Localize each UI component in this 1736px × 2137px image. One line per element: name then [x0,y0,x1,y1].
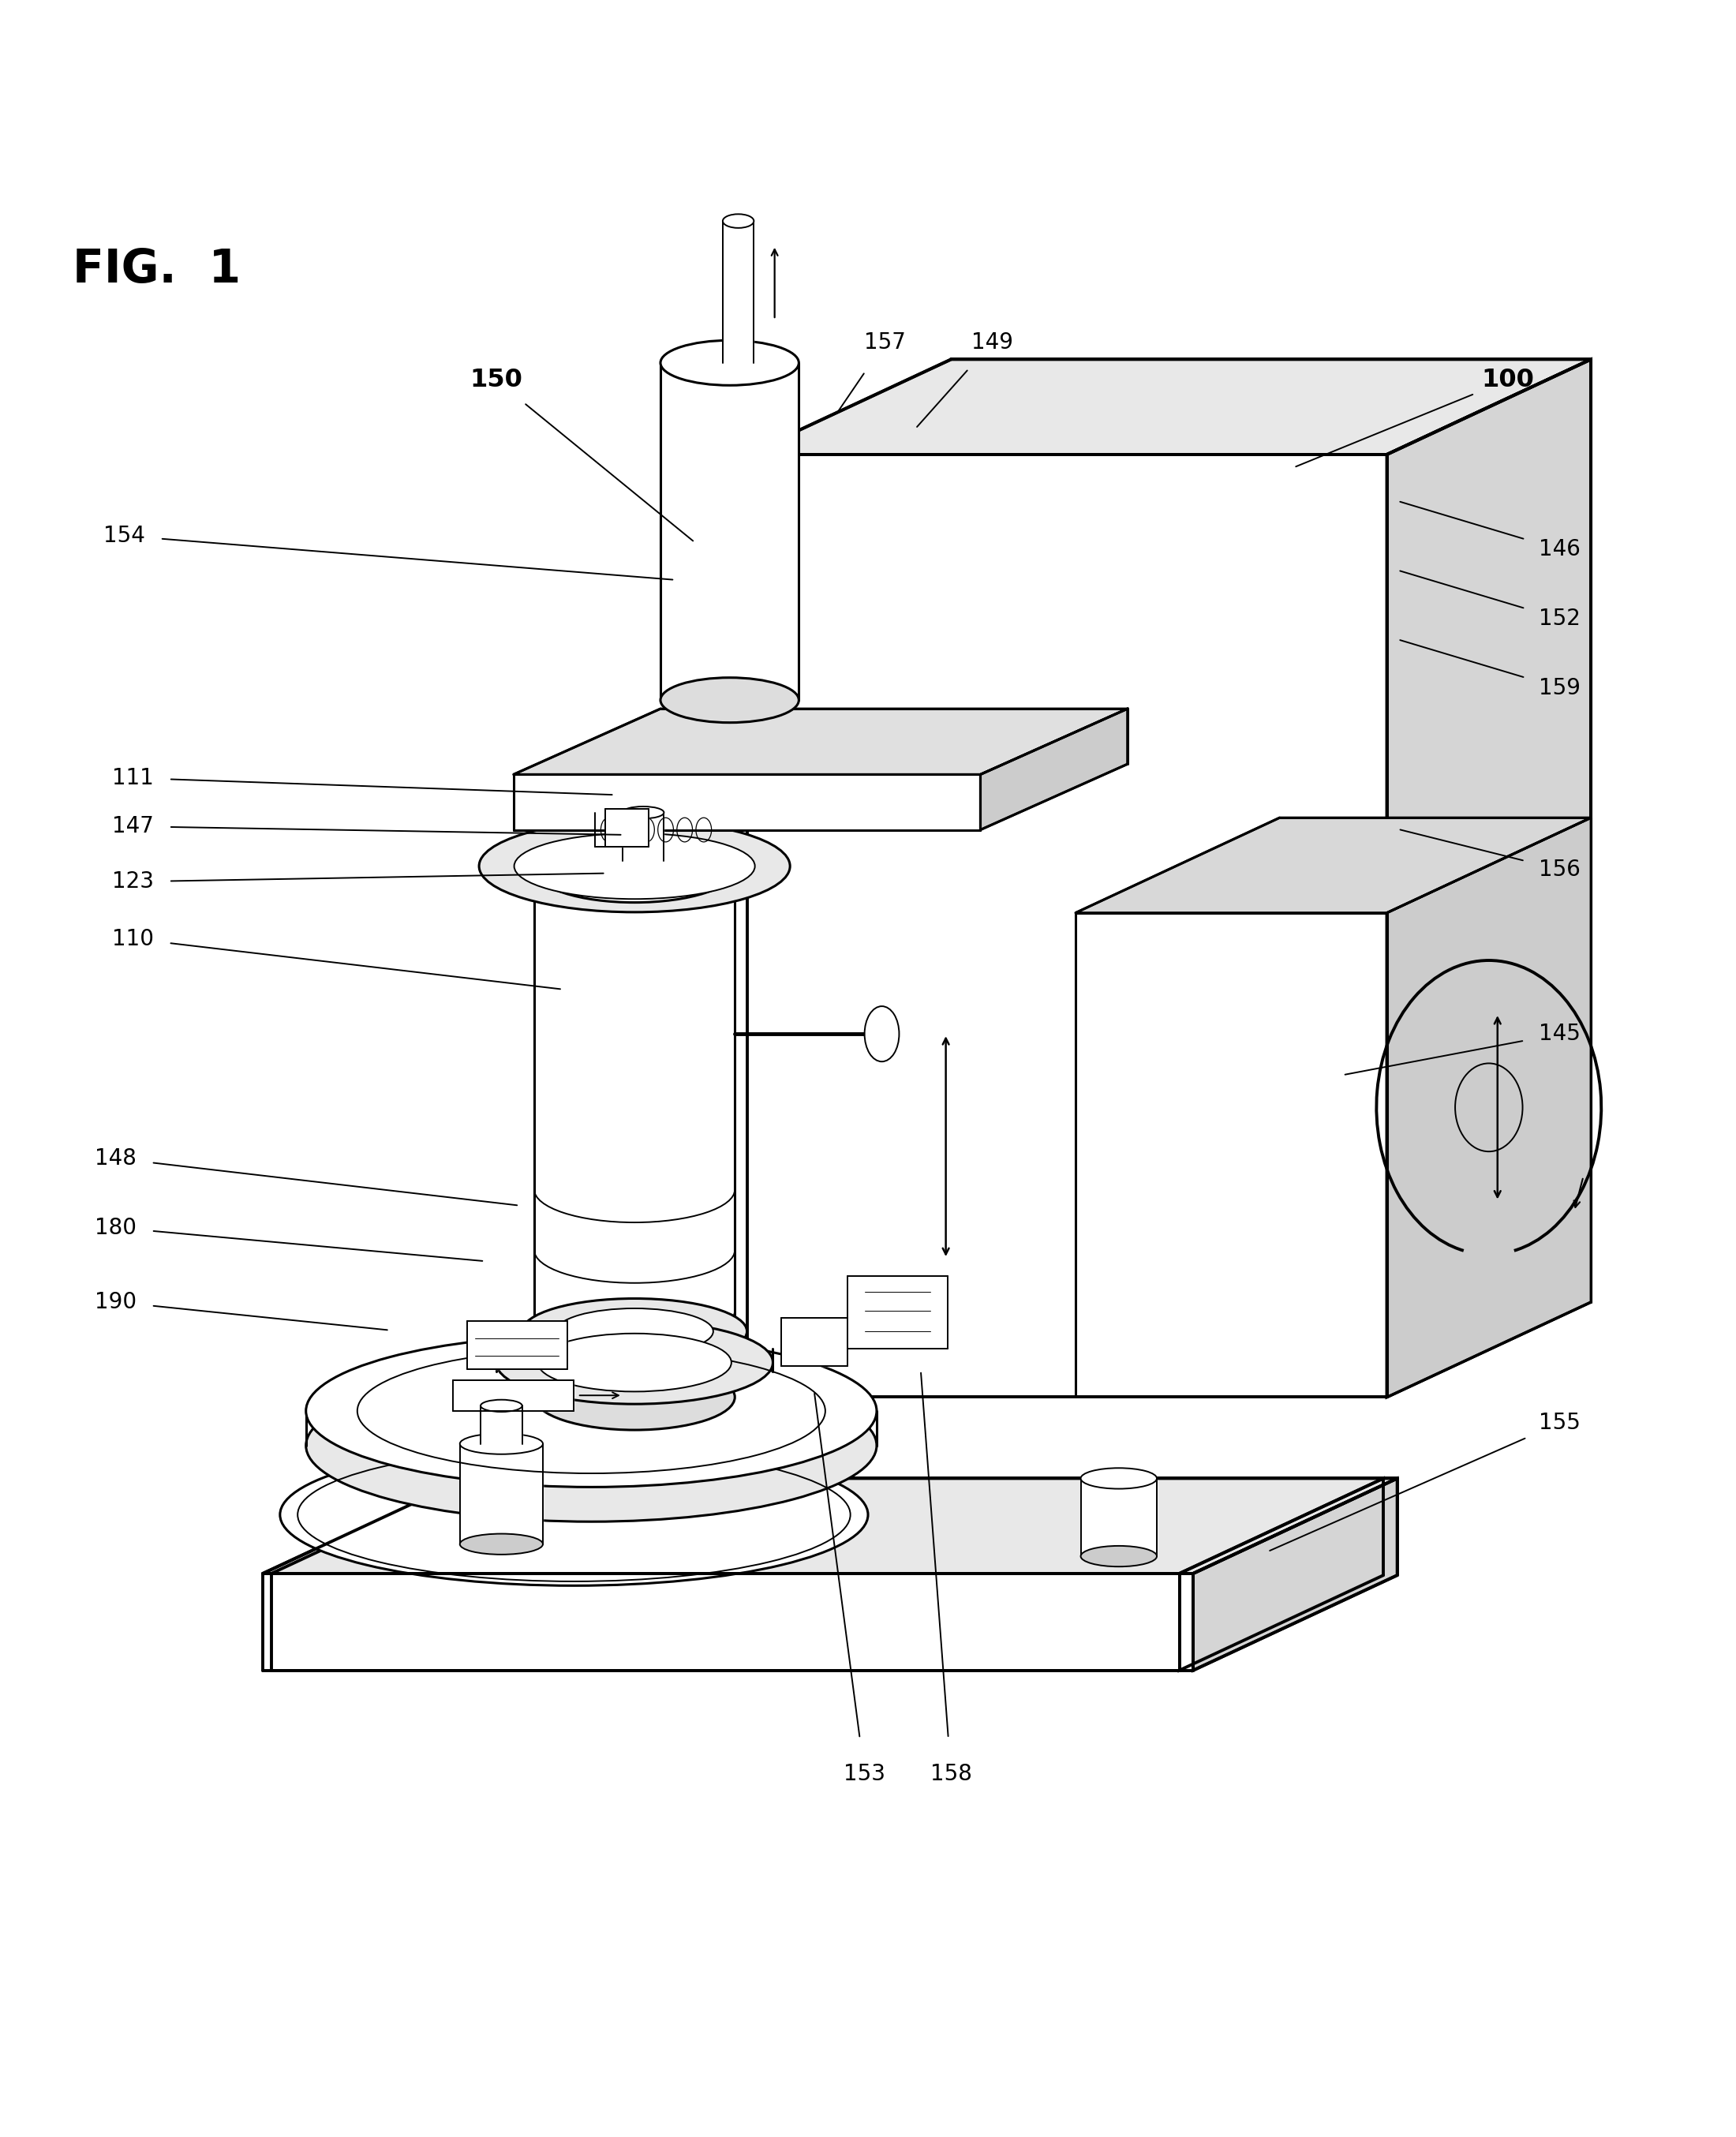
Polygon shape [262,1479,1397,1573]
Ellipse shape [496,1321,773,1404]
Text: 111: 111 [113,767,155,789]
Text: FIG.  1: FIG. 1 [73,248,241,293]
Polygon shape [847,1276,948,1348]
Ellipse shape [660,340,799,385]
Ellipse shape [535,1363,734,1430]
Text: 145: 145 [1538,1024,1581,1045]
Polygon shape [746,359,1590,455]
Ellipse shape [865,1007,899,1062]
Polygon shape [746,455,1387,1398]
Text: 159: 159 [1538,677,1581,699]
Ellipse shape [623,806,663,818]
Polygon shape [453,1381,575,1410]
Polygon shape [514,774,981,829]
Polygon shape [262,1573,1193,1671]
Ellipse shape [481,1400,523,1413]
Ellipse shape [496,1329,773,1413]
Ellipse shape [514,833,755,900]
Ellipse shape [538,1333,731,1391]
Text: 180: 180 [95,1216,137,1239]
Ellipse shape [660,677,799,722]
Ellipse shape [1082,1468,1156,1489]
Text: 152: 152 [1538,607,1581,630]
Polygon shape [481,1406,523,1445]
Polygon shape [1387,818,1590,1398]
Polygon shape [660,363,799,701]
Text: 190: 190 [95,1291,137,1312]
Ellipse shape [523,1299,746,1363]
Text: 100: 100 [1481,368,1535,393]
Polygon shape [781,1319,847,1366]
Ellipse shape [306,1336,877,1487]
Text: 158: 158 [930,1763,972,1784]
Ellipse shape [722,214,753,229]
Ellipse shape [535,838,734,902]
Text: 156: 156 [1538,859,1581,880]
Ellipse shape [279,1445,868,1586]
Polygon shape [460,1445,543,1545]
Ellipse shape [460,1434,543,1453]
Polygon shape [606,810,648,846]
Polygon shape [271,1479,1384,1573]
Polygon shape [981,709,1127,829]
Text: 154: 154 [104,526,146,547]
Polygon shape [1387,359,1590,1398]
Text: 157: 157 [865,331,906,353]
Polygon shape [271,1573,1179,1671]
Ellipse shape [479,821,790,912]
Text: 146: 146 [1538,539,1581,560]
Polygon shape [514,709,1127,774]
Ellipse shape [460,1534,543,1554]
Text: 147: 147 [113,816,155,838]
Polygon shape [1193,1479,1397,1671]
Text: 149: 149 [972,331,1014,353]
Ellipse shape [1082,1545,1156,1566]
Text: 110: 110 [113,927,155,949]
Text: 148: 148 [95,1148,137,1169]
Polygon shape [722,220,753,363]
Polygon shape [1082,1479,1156,1556]
Text: 153: 153 [844,1763,885,1784]
Ellipse shape [306,1370,877,1522]
Polygon shape [467,1321,568,1370]
Text: 123: 123 [113,870,155,893]
Polygon shape [535,870,734,1398]
Polygon shape [1076,818,1590,912]
Text: 150: 150 [470,368,523,393]
Text: 155: 155 [1538,1413,1581,1434]
Ellipse shape [556,1308,713,1355]
Polygon shape [1179,1479,1384,1671]
Polygon shape [623,812,663,861]
